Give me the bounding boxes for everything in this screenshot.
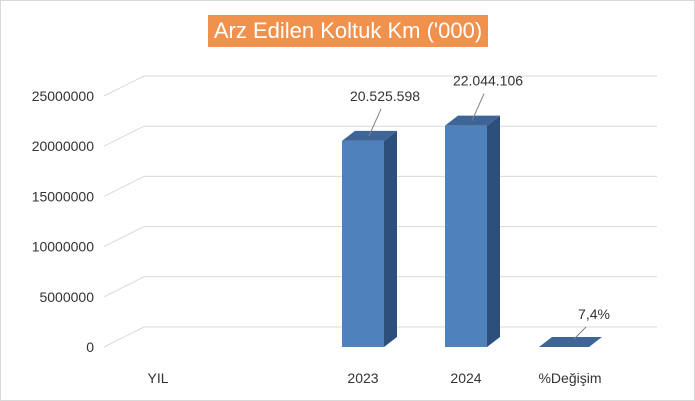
gridline-slant	[103, 326, 145, 348]
gridline-slant	[103, 125, 145, 147]
data-label: 20.525.598	[350, 88, 420, 104]
x-axis-categories: YIL 2023 2024 %Değişim	[147, 370, 601, 386]
gridline-slant	[103, 276, 145, 298]
chart-title: Arz Edilen Koltuk Km ('000)	[213, 18, 483, 43]
y-tick-label: 15000000	[32, 188, 95, 204]
x-tick-label: YIL	[147, 370, 168, 386]
bar-side-2024	[487, 115, 500, 347]
x-tick-label: 2024	[450, 370, 481, 386]
bar-2024	[445, 125, 487, 347]
gridline-slant	[103, 75, 145, 97]
data-label: 22.044.106	[453, 73, 523, 89]
gridline-slant	[103, 175, 145, 197]
data-label: 7,4%	[578, 306, 610, 322]
y-tick-label: 0	[86, 339, 94, 355]
y-tick-label: 25000000	[32, 88, 95, 104]
bar-2023	[342, 140, 384, 347]
leader-line	[573, 326, 587, 340]
y-tick-label: 5000000	[39, 289, 94, 305]
bar-flat-%Değişim	[539, 337, 602, 347]
chart-title-box: Arz Edilen Koltuk Km ('000)	[208, 15, 488, 47]
x-tick-label: 2023	[347, 370, 378, 386]
bar-side-2023	[384, 130, 397, 347]
gridline-slant	[103, 226, 145, 248]
y-axis-ticks: 0 5000000 10000000 15000000 20000000 25000000	[32, 88, 95, 355]
data-labels: 20.525.598 22.044.106 7,4%	[350, 73, 610, 340]
y-tick-label: 10000000	[32, 239, 95, 255]
gridlines	[103, 75, 657, 348]
bars	[342, 115, 602, 347]
leader-line	[368, 108, 382, 137]
leader-line	[471, 93, 485, 121]
y-tick-label: 20000000	[32, 138, 95, 154]
x-tick-label: %Değişim	[538, 370, 601, 386]
